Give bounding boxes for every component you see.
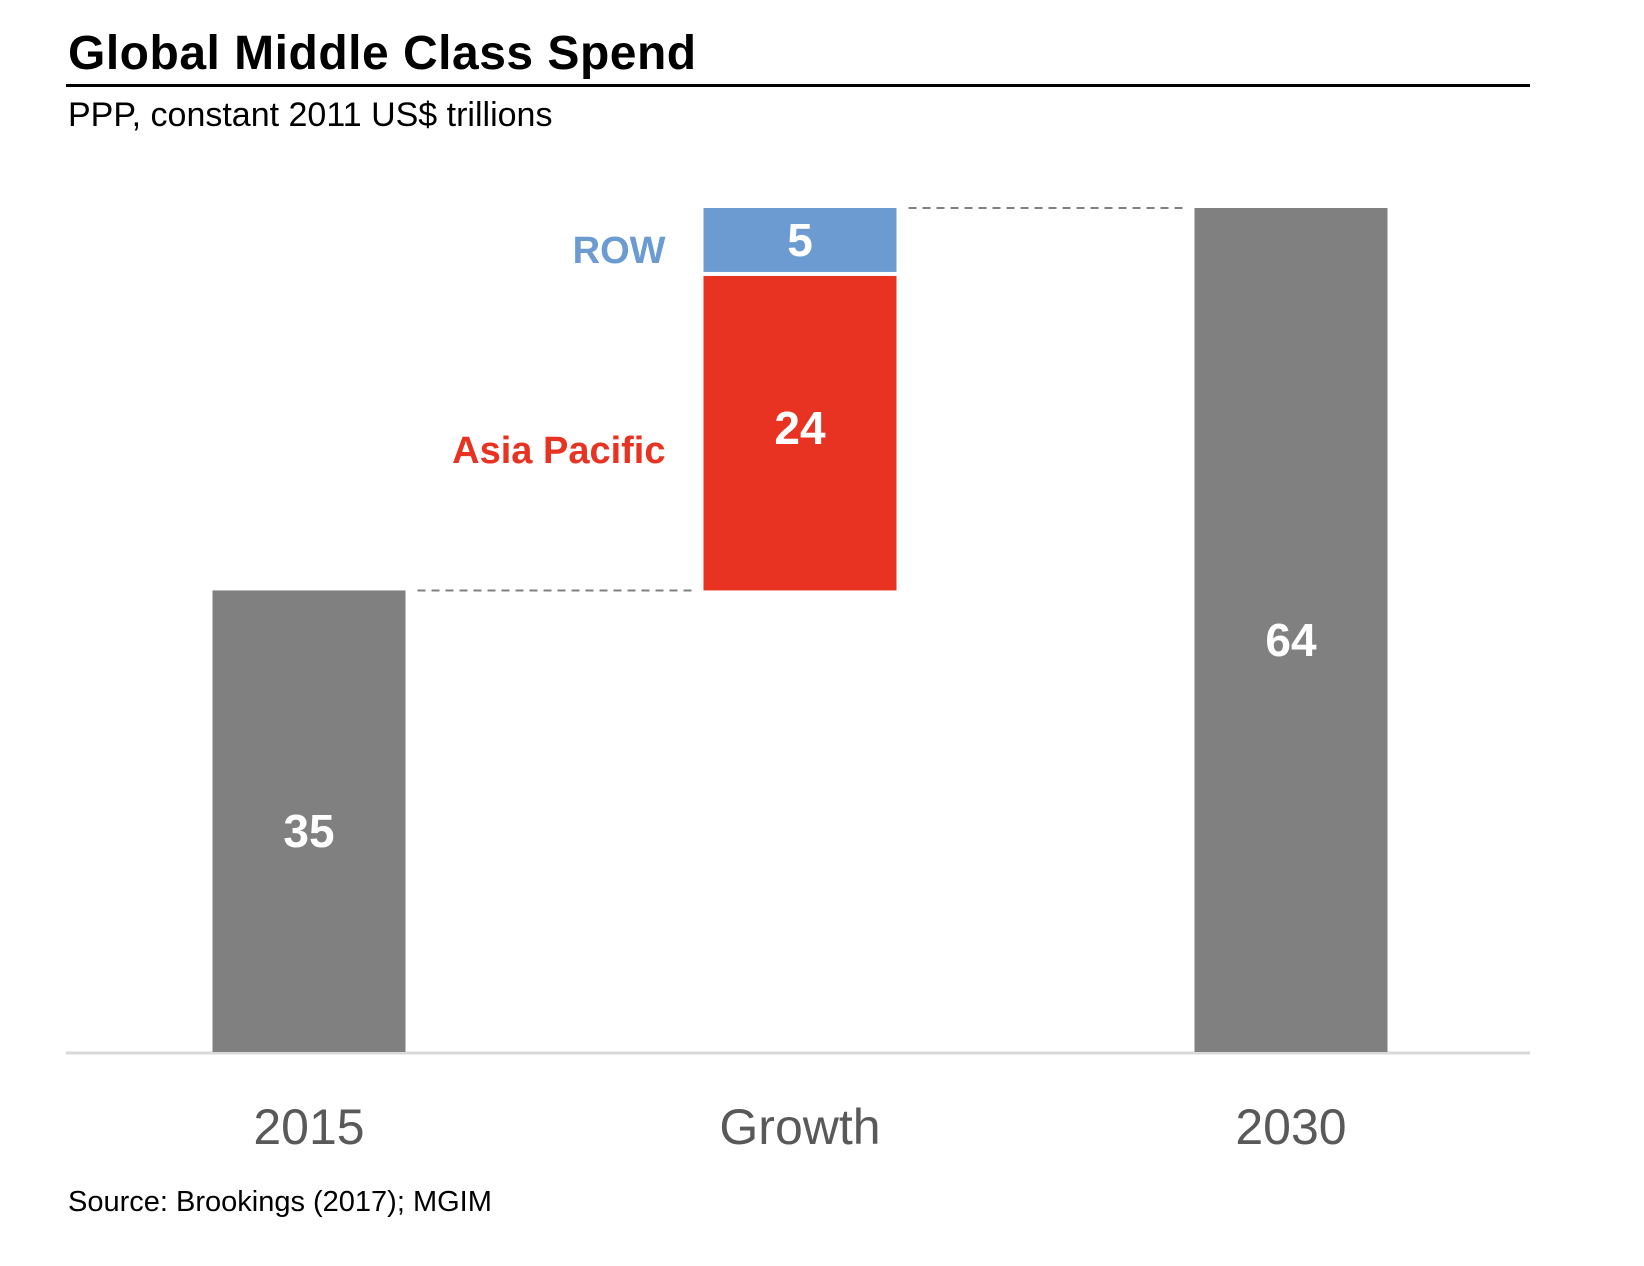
title-underline — [66, 84, 1530, 87]
data-label-2015: 35 — [283, 805, 334, 857]
segment-name-label-asia-pacific: Asia Pacific — [452, 430, 665, 472]
bar-segment-row — [703, 208, 897, 272]
segment-name-label-row: ROW — [573, 230, 666, 272]
bar-2030 — [1194, 208, 1388, 1052]
data-label-row: 5 — [787, 214, 813, 266]
x-tick-label-2030: 2030 — [1235, 1099, 1346, 1155]
x-tick-label-2015: 2015 — [253, 1099, 364, 1155]
x-tick-label-growth: Growth — [719, 1099, 880, 1155]
chart-subtitle: PPP, constant 2011 US$ trillions — [68, 96, 553, 134]
data-label-2030: 64 — [1265, 614, 1317, 666]
chart-title: Global Middle Class Spend — [68, 27, 697, 80]
source-note: Source: Brookings (2017); MGIM — [68, 1186, 492, 1218]
bar-segment-asia-pacific — [703, 275, 897, 591]
data-label-asia-pacific: 24 — [774, 402, 826, 454]
bar-2015 — [212, 590, 406, 1052]
